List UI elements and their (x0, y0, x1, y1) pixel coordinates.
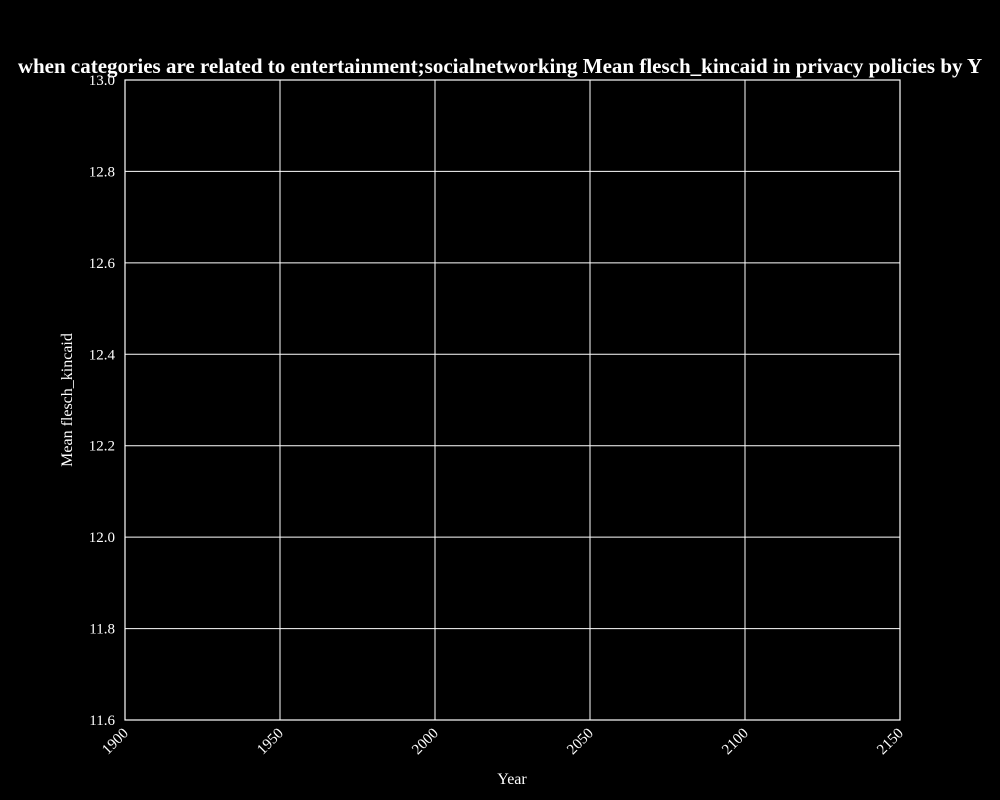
x-tick-label: 2000 (409, 726, 442, 759)
x-axis-ticks: 1900 1950 2000 2050 2100 2150 (99, 726, 907, 759)
y-axis-ticks: 11.6 11.8 12.0 12.2 12.4 12.6 12.8 13.0 (89, 73, 116, 729)
x-tick-label: 1950 (254, 726, 287, 759)
x-tick-label: 2050 (564, 726, 597, 759)
y-tick-label: 13.0 (89, 73, 115, 89)
y-tick-label: 12.2 (89, 439, 115, 455)
y-tick-label: 12.0 (89, 530, 115, 546)
y-tick-label: 12.4 (89, 347, 116, 363)
x-axis-label: Year (497, 771, 527, 788)
x-tick-label: 2100 (719, 726, 752, 759)
x-tick-label: 1900 (99, 726, 132, 759)
y-tick-label: 12.6 (89, 256, 116, 272)
chart-title: when categories are related to entertain… (18, 54, 982, 78)
x-tick-label: 2150 (874, 726, 907, 759)
y-axis-label: Mean flesch_kincaid (59, 333, 76, 467)
grid-layer (124, 79, 901, 721)
y-tick-label: 11.8 (89, 622, 115, 638)
y-tick-label: 11.6 (89, 713, 115, 729)
plot-area-frame (124, 79, 901, 721)
y-tick-label: 12.8 (89, 164, 115, 180)
